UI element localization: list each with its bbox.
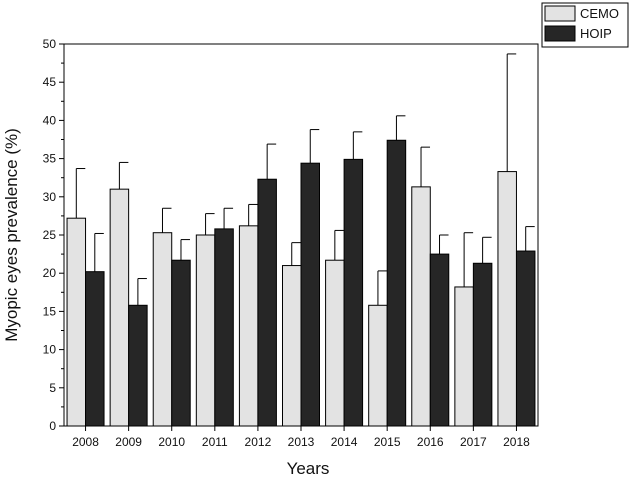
y-tick-label: 20 (43, 266, 57, 280)
bar-cemo-2010 (152, 232, 173, 427)
y-tick-label: 45 (43, 75, 57, 89)
x-tick-label: 2018 (503, 435, 530, 449)
bar-hoip-2012 (257, 178, 277, 427)
bar-hoip-2015 (386, 139, 407, 427)
legend-swatch-hoip (544, 25, 576, 42)
bar-hoip-2018 (515, 250, 536, 427)
y-tick-label: 10 (43, 343, 57, 357)
bar-hoip-2016 (429, 253, 450, 427)
bar-marks (66, 139, 536, 427)
x-axis: 2008 2009 2010 2011 2012 2013 2014 2015 2016 2017… (72, 426, 530, 449)
bar-cemo-2015 (368, 304, 388, 427)
x-tick-label: 2017 (460, 435, 487, 449)
y-tick-label: 35 (43, 152, 57, 166)
x-tick-label: 2016 (417, 435, 444, 449)
bar-cemo-2008 (66, 217, 87, 427)
bar-cemo-2016 (411, 186, 431, 427)
bar-hoip-2017 (472, 262, 493, 427)
x-tick-label: 2012 (245, 435, 272, 449)
bar-hoip-2013 (300, 162, 320, 427)
y-tick-label: 0 (49, 419, 56, 433)
x-tick-label: 2010 (158, 435, 185, 449)
bar-hoip-2009 (128, 304, 148, 427)
legend: CEMO HOIP (541, 2, 629, 48)
x-tick-label: 2013 (288, 435, 315, 449)
legend-label-hoip: HOIP (580, 26, 612, 41)
bar-cemo-2018 (497, 171, 517, 427)
bar-cemo-2011 (195, 234, 216, 427)
x-tick-label: 2015 (374, 435, 401, 449)
bar-cemo-2014 (325, 259, 345, 427)
y-axis-title: Myopic eyes prevalence (%) (2, 128, 21, 342)
error-bars (75, 53, 535, 306)
bar-hoip-2011 (214, 228, 234, 427)
y-axis: 0 5 10 15 20 25 30 35 40 45 50 (43, 37, 64, 433)
bar-hoip-2014 (343, 158, 364, 427)
x-tick-label: 2008 (72, 435, 99, 449)
legend-label-cemo: CEMO (580, 6, 619, 21)
y-tick-label: 30 (43, 190, 57, 204)
bar-cemo-2012 (238, 225, 259, 427)
x-tick-label: 2009 (115, 435, 142, 449)
legend-swatch-cemo (544, 5, 576, 22)
bar-hoip-2010 (171, 259, 191, 427)
y-tick-label: 25 (43, 228, 57, 242)
x-tick-label: 2014 (331, 435, 358, 449)
x-axis-title: Years (287, 459, 330, 478)
bar-hoip-2008 (85, 271, 105, 427)
y-tick-label: 40 (43, 113, 57, 127)
y-tick-label: 5 (49, 381, 56, 395)
bar-cemo-2017 (454, 286, 474, 427)
y-tick-label: 15 (43, 304, 57, 318)
x-tick-label: 2011 (202, 435, 228, 449)
bar-cemo-2009 (109, 188, 130, 427)
y-tick-label: 50 (43, 37, 57, 51)
bar-cemo-2013 (282, 265, 302, 427)
